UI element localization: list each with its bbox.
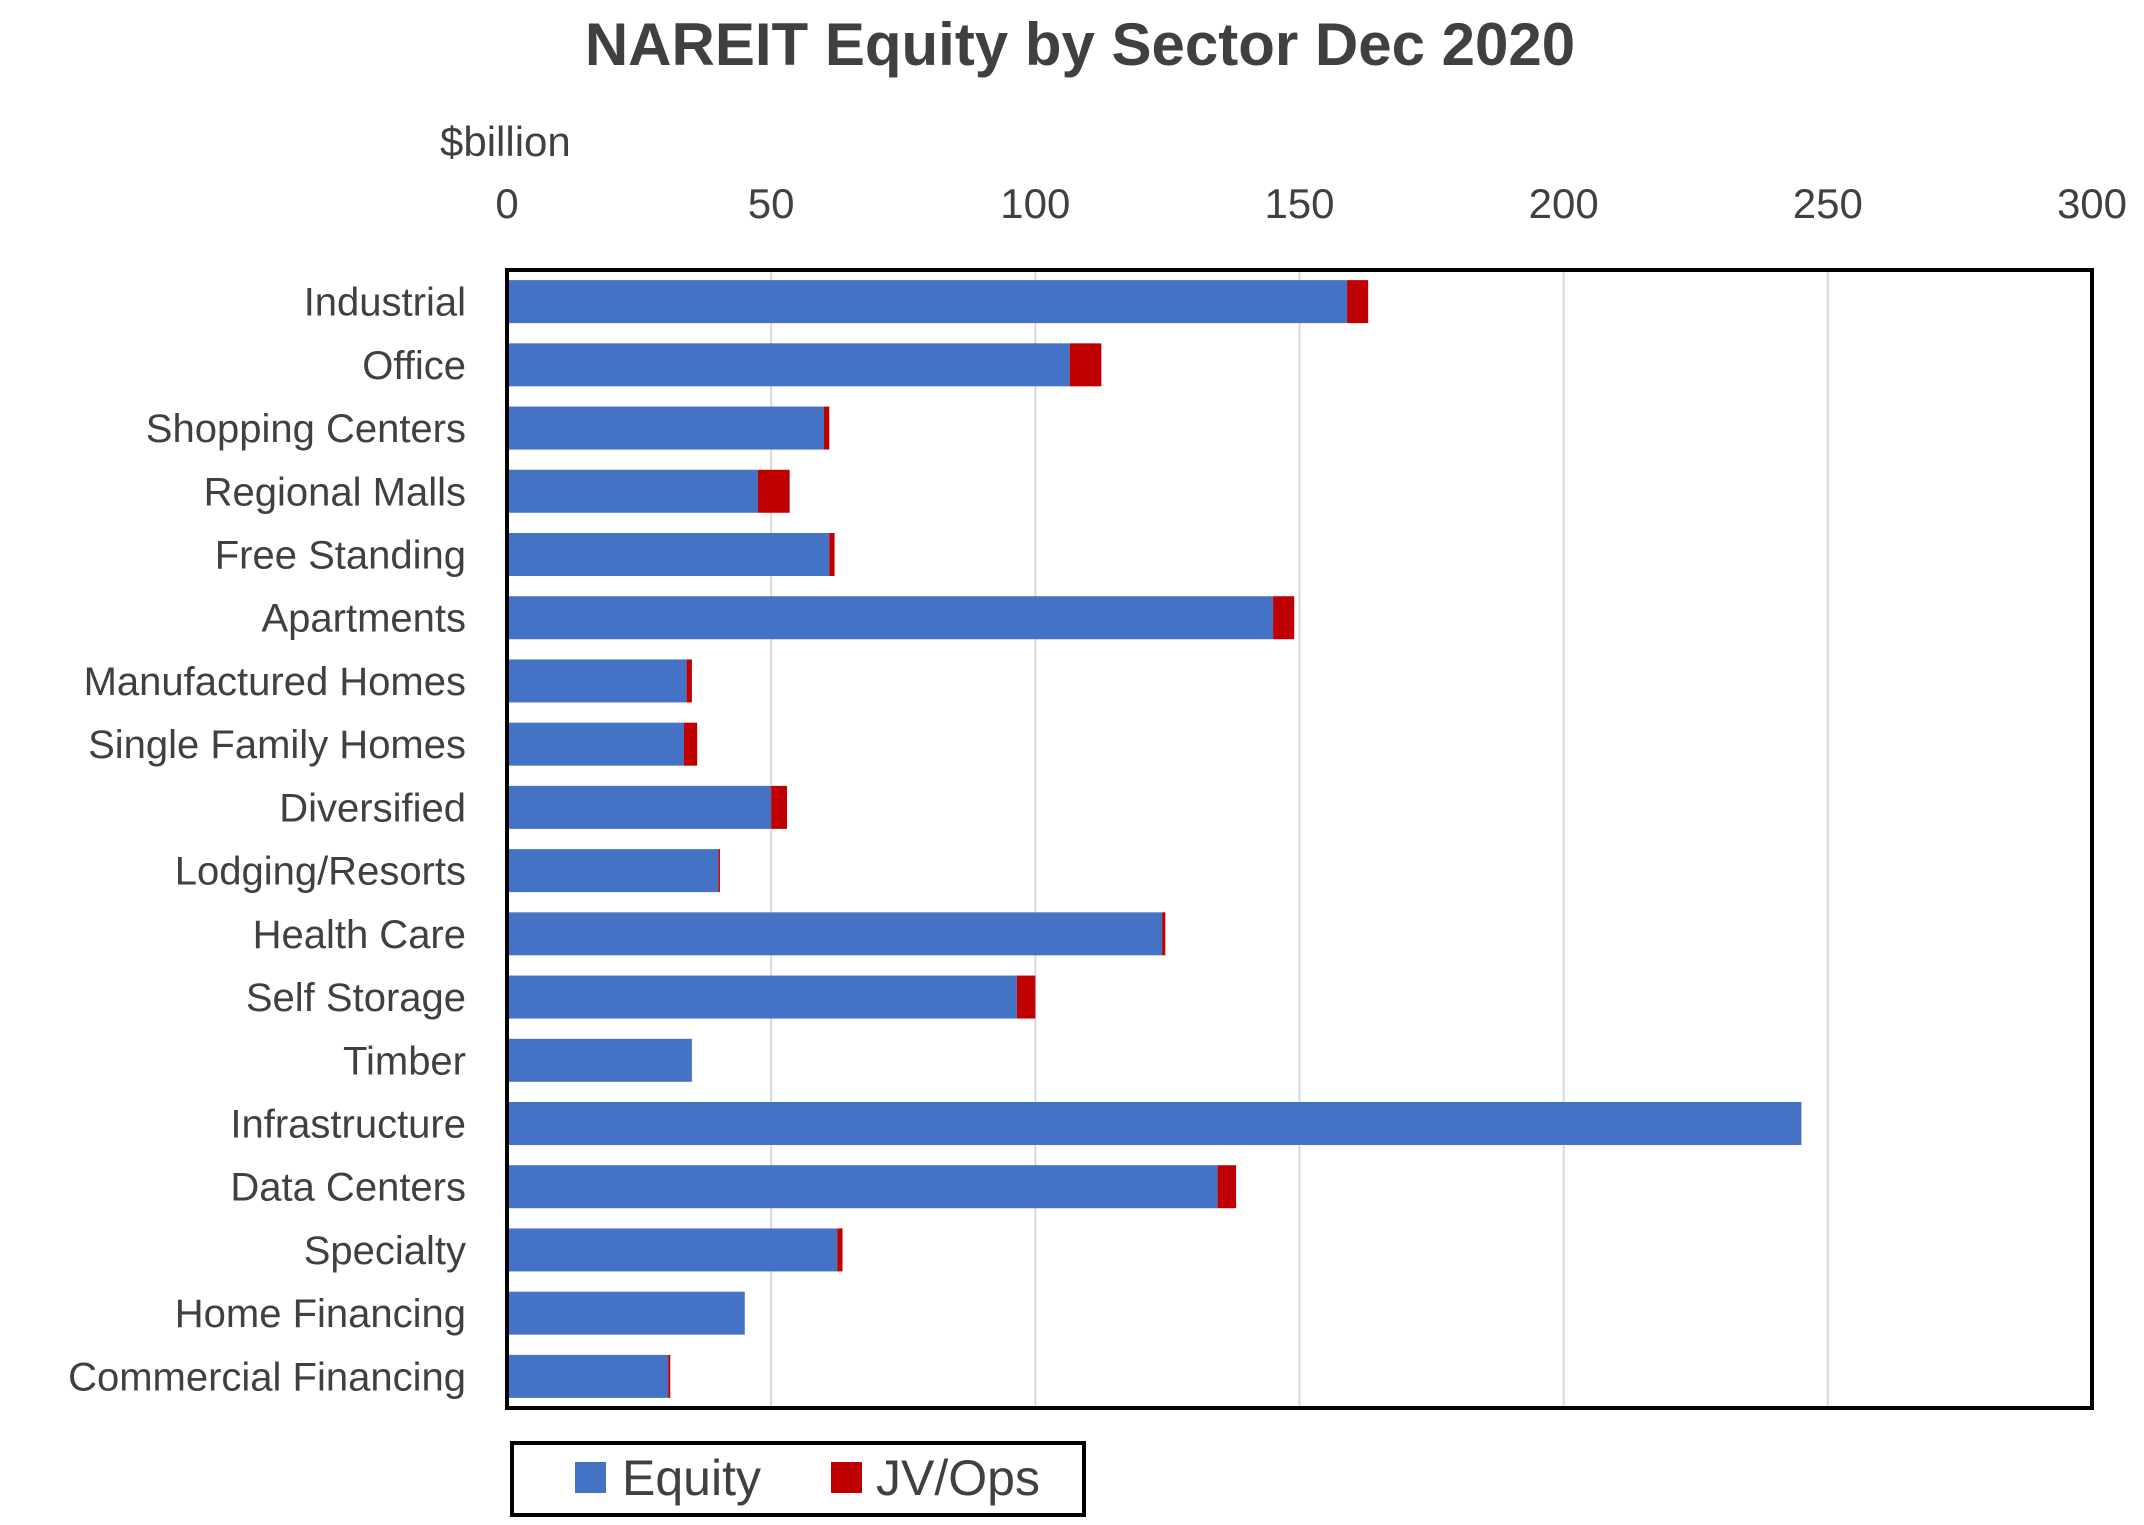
bar-equity-timber bbox=[507, 1038, 692, 1082]
bar-equity-lodging-resorts bbox=[507, 849, 719, 893]
bars bbox=[507, 280, 1802, 1398]
bar-jv-ops-self-storage bbox=[1016, 975, 1036, 1019]
bar-jv-ops-commercial-financing bbox=[668, 1354, 671, 1398]
bar-equity-industrial bbox=[507, 280, 1348, 324]
bar-equity-single-family-homes bbox=[507, 722, 684, 766]
legend: Equity JV/Ops bbox=[510, 1441, 1086, 1517]
bar-equity-self-storage bbox=[507, 975, 1017, 1019]
bar-equity-specialty bbox=[507, 1228, 838, 1272]
bar-equity-office bbox=[507, 343, 1070, 387]
x-tick-label-150: 150 bbox=[1264, 180, 1334, 227]
gridlines bbox=[770, 270, 1829, 1408]
category-label-shopping-centers: Shopping Centers bbox=[146, 407, 466, 451]
bar-jv-ops-free-standing bbox=[829, 533, 835, 576]
x-tick-label-300: 300 bbox=[2057, 180, 2127, 227]
bar-equity-health-care bbox=[507, 912, 1163, 956]
category-labels: Industrial Office Shopping Centers Regional… bbox=[68, 281, 466, 1400]
category-label-regional-malls: Regional Malls bbox=[204, 470, 466, 514]
x-tick-label-0: 0 bbox=[495, 180, 518, 227]
category-label-self-storage: Self Storage bbox=[246, 976, 466, 1020]
category-label-commercial-financing: Commercial Financing bbox=[68, 1355, 466, 1399]
bar-equity-data-centers bbox=[507, 1165, 1218, 1209]
x-tick-label-100: 100 bbox=[1000, 180, 1070, 227]
category-label-diversified: Diversified bbox=[279, 786, 466, 830]
category-label-office: Office bbox=[362, 344, 466, 388]
bar-equity-diversified bbox=[507, 785, 772, 829]
chart-title: NAREIT Equity by Sector Dec 2020 bbox=[585, 11, 1575, 78]
bar-jv-ops-industrial bbox=[1347, 280, 1369, 324]
legend-label-jv-ops: JV/Ops bbox=[876, 1450, 1040, 1506]
bar-jv-ops-apartments bbox=[1273, 596, 1295, 640]
bar-equity-commercial-financing bbox=[507, 1354, 669, 1398]
x-tick-label-50: 50 bbox=[748, 180, 795, 227]
category-label-industrial: Industrial bbox=[304, 281, 466, 325]
bar-equity-manufactured-homes bbox=[507, 659, 687, 703]
bar-equity-apartments bbox=[507, 596, 1274, 640]
bar-equity-home-financing bbox=[507, 1291, 745, 1335]
category-label-timber: Timber bbox=[343, 1039, 466, 1083]
x-axis-ticks: 0 50 100 150 200 250 300 bbox=[495, 180, 2127, 227]
category-label-apartments: Apartments bbox=[261, 597, 466, 641]
x-tick-label-250: 250 bbox=[1793, 180, 1863, 227]
category-label-data-centers: Data Centers bbox=[230, 1166, 466, 1210]
category-label-lodging-resorts: Lodging/Resorts bbox=[175, 850, 466, 894]
bar-jv-ops-manufactured-homes bbox=[686, 659, 692, 703]
category-label-manufactured-homes: Manufactured Homes bbox=[84, 660, 466, 704]
bar-equity-shopping-centers bbox=[507, 406, 824, 450]
legend-swatch-equity bbox=[575, 1462, 606, 1493]
bar-jv-ops-health-care bbox=[1162, 912, 1166, 956]
bar-jv-ops-lodging-resorts bbox=[718, 849, 720, 893]
legend-label-equity: Equity bbox=[622, 1450, 761, 1506]
legend-swatch-jv-ops bbox=[831, 1462, 862, 1493]
bar-equity-infrastructure bbox=[507, 1102, 1802, 1145]
bar-equity-free-standing bbox=[507, 533, 830, 576]
bar-equity-regional-malls bbox=[507, 469, 758, 513]
category-label-home-financing: Home Financing bbox=[175, 1292, 466, 1336]
x-axis-unit-label: $billion bbox=[440, 118, 571, 165]
bar-jv-ops-office bbox=[1069, 343, 1102, 387]
x-tick-label-200: 200 bbox=[1529, 180, 1599, 227]
category-label-specialty: Specialty bbox=[304, 1229, 466, 1273]
legend-frame bbox=[510, 1441, 1086, 1517]
bar-jv-ops-single-family-homes bbox=[683, 722, 698, 766]
bar-jv-ops-data-centers bbox=[1217, 1165, 1237, 1209]
category-label-health-care: Health Care bbox=[253, 913, 466, 957]
category-label-free-standing: Free Standing bbox=[215, 534, 466, 578]
bar-jv-ops-diversified bbox=[771, 785, 788, 829]
bar-jv-ops-regional-malls bbox=[757, 469, 790, 513]
bar-jv-ops-specialty bbox=[837, 1228, 843, 1272]
category-label-infrastructure: Infrastructure bbox=[230, 1103, 466, 1147]
category-label-single-family-homes: Single Family Homes bbox=[88, 723, 466, 767]
bar-jv-ops-shopping-centers bbox=[824, 406, 830, 450]
plot-frame bbox=[505, 268, 2094, 1410]
